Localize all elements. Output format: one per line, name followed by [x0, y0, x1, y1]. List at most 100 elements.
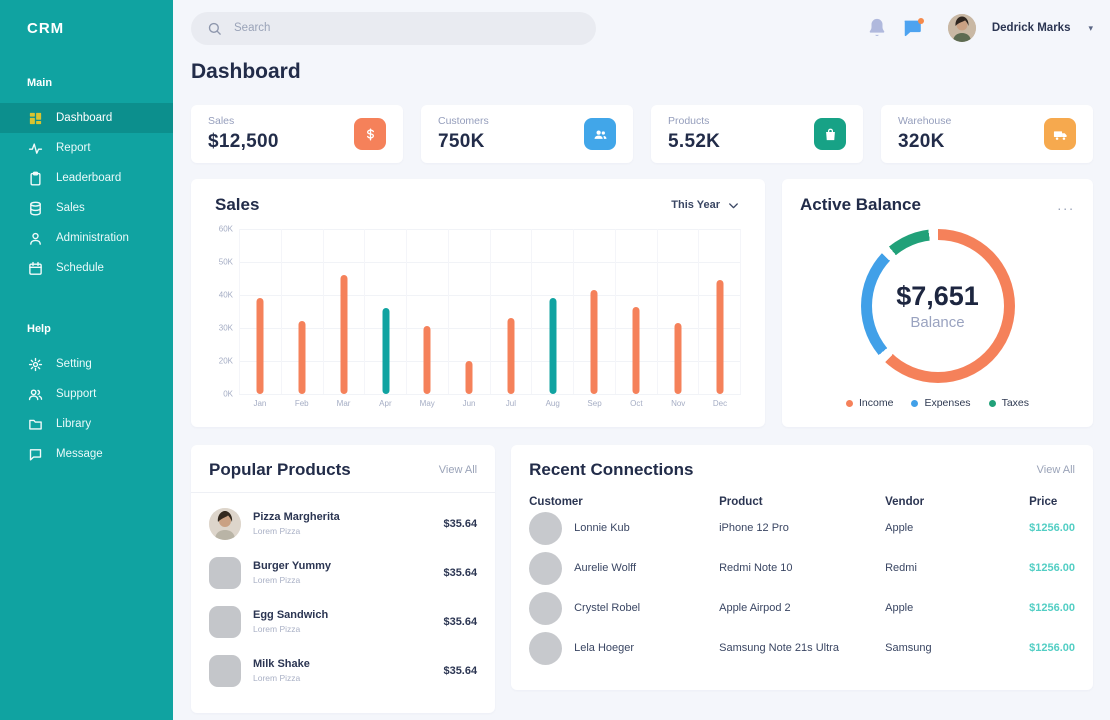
- connections-view-all-link[interactable]: View All: [1036, 464, 1075, 476]
- product-name: Milk Shake: [253, 658, 310, 670]
- balance-label: Balance: [910, 314, 965, 331]
- bar-feb: [298, 321, 306, 394]
- stat-value: 750K: [438, 131, 485, 152]
- truck-icon: [1044, 118, 1076, 150]
- product-subtitle: Lorem Pizza: [253, 575, 301, 585]
- brand-logo: CRM: [27, 20, 65, 37]
- sidebar-item-label: Message: [56, 448, 103, 460]
- table-row[interactable]: Crystel Robel Apple Airpod 2 Apple $1256…: [529, 588, 1075, 628]
- donut-legend: Income Expenses Taxes: [800, 397, 1075, 411]
- product-cell: Samsung Note 21s Ultra: [719, 642, 839, 654]
- donut-chart: $7,651 Balance: [800, 215, 1075, 397]
- products-view-all-link[interactable]: View All: [438, 464, 478, 476]
- sidebar-item-message[interactable]: Message: [0, 439, 173, 469]
- sidebar-item-support[interactable]: Support: [0, 379, 173, 409]
- vendor-cell: Samsung: [885, 642, 932, 654]
- price-cell: $1256.00: [1029, 602, 1075, 614]
- bag-icon: [814, 118, 846, 150]
- x-tick-label: Dec: [712, 399, 728, 408]
- x-tick-label: Jan: [253, 399, 267, 408]
- y-tick-label: 20K: [218, 356, 233, 366]
- main-content: Dedrick Marks ▾ Dashboard Sales $12,500 …: [173, 0, 1110, 720]
- bar-apr: [382, 308, 390, 394]
- sidebar-item-library[interactable]: Library: [0, 409, 173, 439]
- user-name[interactable]: Dedrick Marks: [991, 22, 1071, 34]
- legend-dot: [846, 399, 853, 407]
- chevron-down-icon: [726, 198, 741, 213]
- product-subtitle: Lorem Pizza: [253, 526, 301, 536]
- x-tick-label: Mar: [336, 399, 351, 408]
- search-bar[interactable]: [191, 11, 596, 45]
- popular-products-panel: Popular Products View All Pizza Margheri…: [191, 445, 496, 713]
- bar-dec: [716, 280, 724, 394]
- dollar-icon: [354, 118, 386, 150]
- x-tick-label: Apr: [379, 399, 392, 408]
- sidebar-item-sales[interactable]: Sales: [0, 193, 173, 223]
- x-tick-label: Jun: [462, 399, 476, 408]
- sidebar-section-title: Main: [27, 77, 53, 89]
- user-menu-caret-icon[interactable]: ▾: [1088, 22, 1093, 33]
- stat-cards-row: Sales $12,500 Customers 750K Products 5.…: [191, 105, 1093, 163]
- legend-item-taxes: Taxes: [988, 397, 1029, 409]
- range-select[interactable]: This Year: [671, 198, 741, 213]
- stat-card-products: Products 5.52K: [651, 105, 863, 163]
- balance-value: $7,651: [896, 281, 979, 311]
- bar-column-mar: [322, 229, 365, 394]
- sidebar-item-leaderboard[interactable]: Leaderboard: [0, 163, 173, 193]
- table-row[interactable]: Lonnie Kub iPhone 12 Pro Apple $1256.00: [529, 508, 1075, 548]
- sidebar-item-report[interactable]: Report: [0, 133, 173, 163]
- sidebar-item-administration[interactable]: Administration: [0, 223, 173, 253]
- column-header-price: Price: [1029, 496, 1058, 508]
- legend-label: Taxes: [1001, 397, 1029, 409]
- sidebar-item-setting[interactable]: Setting: [0, 349, 173, 379]
- sidebar-item-schedule[interactable]: Schedule: [0, 253, 173, 283]
- table-header: Customer Product Vendor Price: [529, 496, 1075, 508]
- product-thumbnail: [209, 507, 241, 540]
- ellipsis-menu-icon[interactable]: ...: [1057, 197, 1075, 213]
- product-price: $35.64: [443, 664, 478, 677]
- stat-label: Customers: [438, 115, 489, 127]
- product-item[interactable]: Pizza Margherita Lorem Pizza $35.64: [209, 499, 477, 548]
- user-avatar[interactable]: [947, 14, 976, 42]
- user-icon: [27, 230, 43, 246]
- bar-column-jul: [489, 229, 532, 394]
- price-cell: $1256.00: [1029, 522, 1075, 534]
- customer-name: Lela Hoeger: [574, 642, 635, 654]
- donut-ring: $7,651 Balance: [860, 229, 1015, 383]
- product-thumbnail: [209, 654, 241, 687]
- topbar-actions: Dedrick Marks ▾: [866, 14, 1093, 42]
- column-header-customer: Customer: [529, 496, 583, 508]
- y-tick-label: 30K: [218, 323, 233, 333]
- search-icon: [207, 21, 222, 36]
- customer-name: Crystel Robel: [574, 602, 641, 614]
- product-item[interactable]: Burger Yummy Lorem Pizza $35.64: [209, 548, 477, 597]
- sidebar-item-dashboard[interactable]: Dashboard: [0, 103, 173, 133]
- column-header-vendor: Vendor: [885, 496, 925, 508]
- table-row[interactable]: Aurelie Wolff Redmi Note 10 Redmi $1256.…: [529, 548, 1075, 588]
- grid-icon: [27, 110, 43, 126]
- vendor-cell: Redmi: [885, 562, 917, 574]
- topbar: Dedrick Marks ▾: [191, 0, 1093, 52]
- y-tick-label: 60K: [218, 224, 233, 234]
- sales-chart-panel: Sales This Year 60K 50K 40K 30K 20K 0K Jan: [191, 179, 765, 427]
- calendar-icon: [27, 260, 43, 276]
- x-tick-label: Jul: [505, 399, 516, 408]
- customer-name: Aurelie Wolff: [574, 562, 637, 574]
- product-item[interactable]: Milk Shake Lorem Pizza $35.64: [209, 646, 477, 695]
- bar-column-oct: [614, 229, 657, 394]
- customer-avatar: [529, 511, 563, 545]
- gear-icon: [27, 356, 43, 372]
- table-row[interactable]: Lela Hoeger Samsung Note 21s Ultra Samsu…: [529, 628, 1075, 668]
- bell-icon[interactable]: [866, 17, 888, 39]
- legend-label: Income: [859, 397, 894, 409]
- folder-icon: [27, 416, 43, 432]
- legend-item-expenses: Expenses: [911, 397, 971, 409]
- sidebar-item-label: Schedule: [56, 262, 104, 274]
- y-axis: 60K 50K 40K 30K 20K 0K: [209, 225, 239, 399]
- bar-column-feb: [280, 229, 323, 394]
- chat-badge-icon[interactable]: [902, 17, 924, 39]
- people-icon: [584, 118, 616, 150]
- product-item[interactable]: Egg Sandwich Lorem Pizza $35.64: [209, 597, 477, 646]
- search-input[interactable]: [234, 22, 580, 34]
